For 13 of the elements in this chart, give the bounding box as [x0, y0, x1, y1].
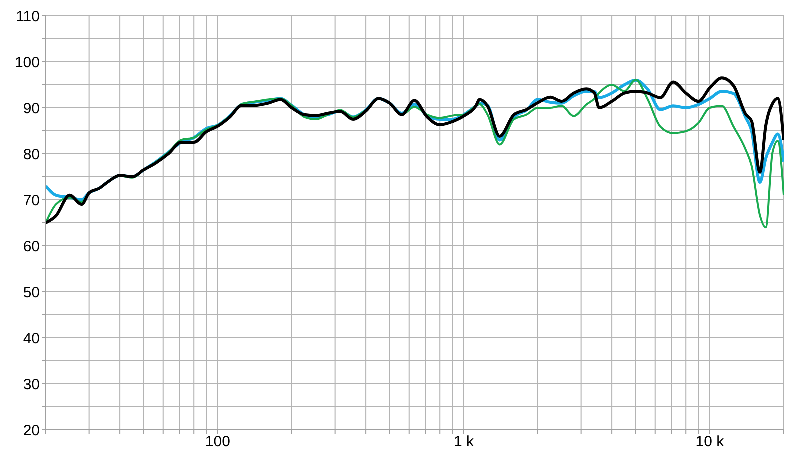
- y-tick-label: 50: [23, 284, 40, 302]
- y-tick-label: 60: [23, 238, 40, 256]
- y-tick-label: 100: [14, 54, 40, 72]
- y-tick-label: 90: [23, 100, 40, 118]
- y-tick-label: 110: [16, 8, 40, 26]
- y-tick-label: 20: [23, 422, 40, 440]
- y-tick-label: 70: [23, 192, 40, 210]
- y-tick-label: 80: [23, 146, 40, 164]
- y-tick-label: 40: [23, 330, 40, 348]
- y-tick-label: 30: [23, 376, 40, 394]
- x-tick-label: 10 k: [696, 434, 725, 451]
- x-tick-label: 100: [205, 434, 230, 451]
- x-tick-label: 1 k: [454, 434, 474, 451]
